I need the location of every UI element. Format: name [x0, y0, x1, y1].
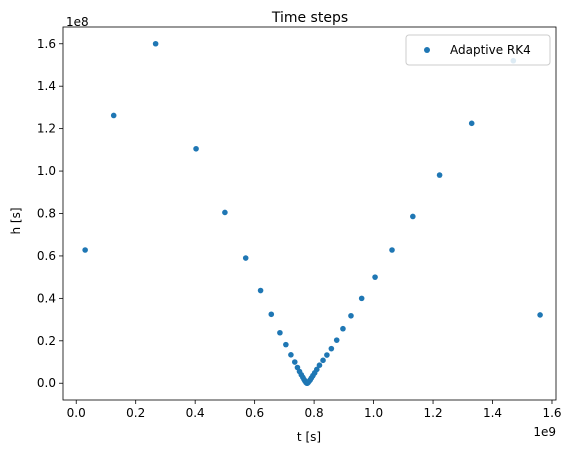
- data-point: [410, 213, 416, 220]
- data-point: [316, 362, 323, 369]
- data-point: [389, 247, 395, 253]
- data-point: [320, 357, 326, 364]
- y-tick-label: 1.4: [37, 79, 56, 93]
- y-tick-label: 0.6: [37, 249, 56, 263]
- y-tick-label: 1.0: [37, 164, 56, 178]
- data-point: [288, 352, 294, 358]
- data-point: [291, 359, 298, 365]
- y-tick-label: 0.8: [37, 207, 56, 221]
- data-point: [268, 311, 275, 318]
- data-point: [152, 40, 159, 47]
- data-point: [82, 247, 88, 253]
- data-point: [340, 325, 346, 332]
- y-tick-label: 0.4: [37, 291, 56, 305]
- data-point: [333, 337, 340, 343]
- data-point: [242, 255, 249, 261]
- x-tick-label: 1.6: [542, 406, 561, 420]
- x-tick-label: 1.0: [364, 406, 383, 420]
- axis-ticks: 0.0 0.2 0.4 0.6 0.8 1.0 1.2 1.4 1.6 0.0 0.2 0.4 0.6 0…: [37, 37, 562, 420]
- plot-frame: [62, 26, 557, 401]
- legend-box: [405, 34, 551, 66]
- data-point: [324, 352, 330, 358]
- data-point: [537, 312, 543, 318]
- data-point: [372, 274, 378, 280]
- data-point: [468, 120, 475, 127]
- x-tick-label: 0.2: [126, 406, 145, 420]
- x-tick-label: 0.6: [245, 406, 264, 420]
- y-tick-label: 0.2: [37, 334, 56, 348]
- data-point: [348, 312, 354, 319]
- data-point: [436, 172, 443, 178]
- legend-marker: [424, 47, 430, 53]
- y-tick-label: 1.6: [37, 37, 56, 51]
- data-point: [358, 295, 365, 302]
- chart-title: Time steps: [271, 10, 348, 26]
- y-axis-label: h [s]: [9, 207, 23, 234]
- data-point: [283, 341, 289, 348]
- data-point: [277, 329, 283, 336]
- x-multiplier-label: 1e9: [533, 425, 556, 439]
- x-tick-label: 0.0: [67, 406, 86, 420]
- legend: Adaptive RK4: [405, 34, 551, 66]
- data-point: [110, 112, 117, 119]
- data-point: [193, 145, 199, 152]
- data-point: [313, 366, 320, 373]
- data-point: [222, 209, 228, 216]
- x-tick-label: 0.8: [305, 406, 324, 420]
- y-tick-label: 0.0: [37, 376, 56, 390]
- data-point: [257, 287, 264, 294]
- data-points: [82, 40, 543, 387]
- x-tick-label: 1.2: [424, 406, 443, 420]
- x-tick-label: 1.4: [483, 406, 502, 420]
- x-tick-label: 0.4: [186, 406, 205, 420]
- y-tick-label: 1.2: [37, 122, 56, 136]
- legend-label: Adaptive RK4: [450, 43, 531, 57]
- data-point: [328, 345, 335, 352]
- x-axis-label: t [s]: [297, 430, 321, 444]
- y-multiplier-label: 1e8: [66, 15, 89, 29]
